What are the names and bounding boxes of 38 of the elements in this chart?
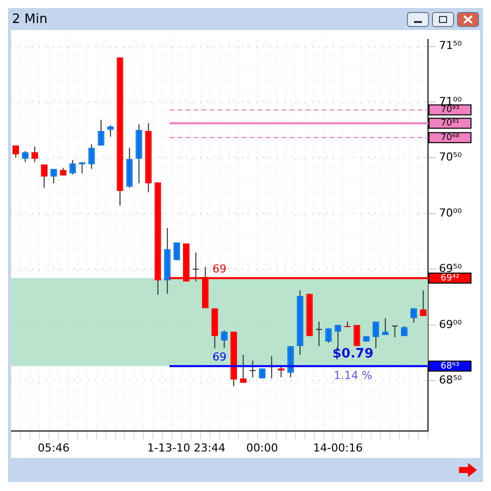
annotation: 1.14 % [334, 369, 372, 382]
candlestick [98, 119, 104, 146]
candlestick [249, 360, 256, 378]
candlestick [50, 168, 57, 184]
ref-line-label: 68⁶³ [440, 362, 460, 372]
y-tick-label: 68⁵⁰ [439, 374, 462, 387]
ref-line-label: 70⁸¹ [440, 118, 460, 129]
x-tick-label: 05:46 [38, 441, 70, 454]
candlestick [391, 326, 398, 338]
annotation: 69 [212, 262, 226, 276]
candlestick [410, 308, 418, 324]
x-tick-label: 1-13-10 23:44 [147, 441, 226, 454]
y-tick-label: 69⁰⁰ [439, 318, 462, 331]
candlestick [240, 354, 247, 384]
y-tick-label: 71⁵⁰ [439, 39, 462, 52]
candlestick [40, 164, 48, 188]
candlestick [22, 150, 29, 163]
annotation: $0.79 [332, 346, 374, 362]
candlestick [372, 321, 380, 349]
candlestick [31, 146, 38, 163]
ref-line-label: 69⁴² [440, 273, 460, 284]
y-tick-label: 70⁵⁰ [439, 150, 462, 164]
x-tick-label: 14-00:16 [313, 441, 363, 454]
annotation: 69 [212, 350, 226, 364]
candlestick [69, 159, 76, 175]
candlestick [382, 318, 389, 336]
candlestick [316, 321, 323, 347]
candlestick [88, 144, 95, 170]
candlestick [325, 328, 332, 344]
chart-title: 2 Min [12, 12, 48, 26]
candlestick [192, 252, 200, 282]
y-tick-label: 70⁰⁰ [439, 206, 462, 220]
candlestick [220, 330, 228, 349]
ref-line-label: 70⁶⁸ [440, 133, 460, 144]
candlestick [107, 124, 114, 138]
x-tick-label: 00:00 [246, 441, 278, 454]
candlestick [420, 290, 427, 317]
ref-line-label: 70⁹³ [440, 105, 460, 116]
